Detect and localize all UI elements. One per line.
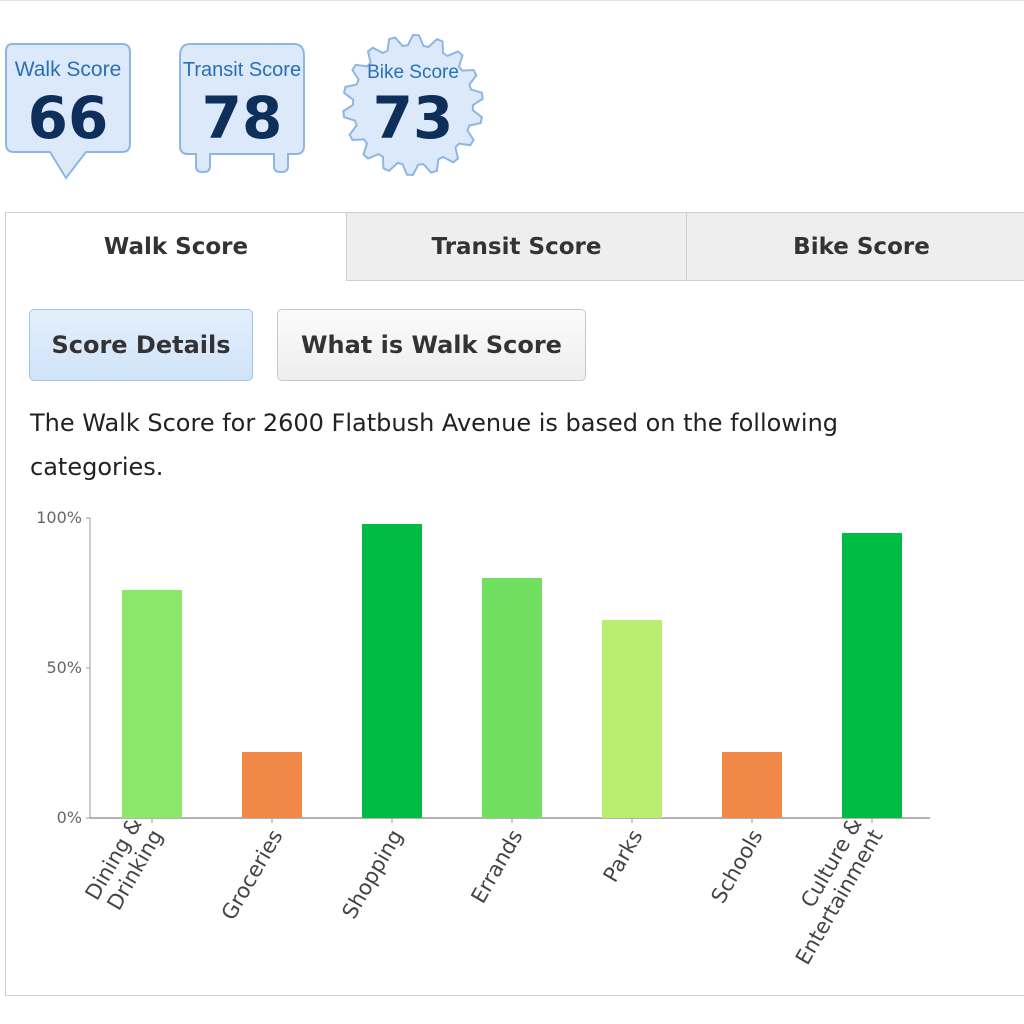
transit-score-value: 78 <box>202 84 283 152</box>
walk-score-value: 66 <box>28 84 109 152</box>
walk-score-badge[interactable]: Walk Score 66 <box>4 42 136 182</box>
score-tabs: Walk Score Transit Score Bike Score <box>6 213 1024 281</box>
bar[interactable] <box>122 590 182 818</box>
score-badges: Walk Score 66 Transit Score 78 Bike Scor… <box>0 0 520 200</box>
transit-score-title: Transit Score <box>183 59 301 81</box>
score-details-button[interactable]: Score Details <box>29 309 253 381</box>
map-pin-icon <box>5 43 131 180</box>
bar[interactable] <box>842 533 902 818</box>
tab-walk-score[interactable]: Walk Score <box>6 213 346 281</box>
transit-score-badge[interactable]: Transit Score 78 <box>176 42 310 178</box>
bike-score-value: 73 <box>373 84 454 152</box>
tab-bike-score[interactable]: Bike Score <box>686 213 1024 281</box>
score-description: The Walk Score for 2600 Flatbush Avenue … <box>30 409 839 481</box>
what-is-walk-score-button[interactable]: What is Walk Score <box>277 309 586 381</box>
bar[interactable] <box>722 752 782 818</box>
bike-score-title: Bike Score <box>367 62 459 83</box>
bar[interactable] <box>482 578 542 818</box>
bar[interactable] <box>602 620 662 818</box>
bar[interactable] <box>242 752 302 818</box>
tab-transit-score[interactable]: Transit Score <box>346 213 686 281</box>
bar[interactable] <box>362 524 422 818</box>
top-divider <box>0 0 1024 1</box>
bike-score-badge[interactable]: Bike Score 73 <box>340 32 486 178</box>
walk-score-title: Walk Score <box>15 58 122 81</box>
bus-icon <box>179 43 305 173</box>
gear-icon <box>342 33 484 177</box>
